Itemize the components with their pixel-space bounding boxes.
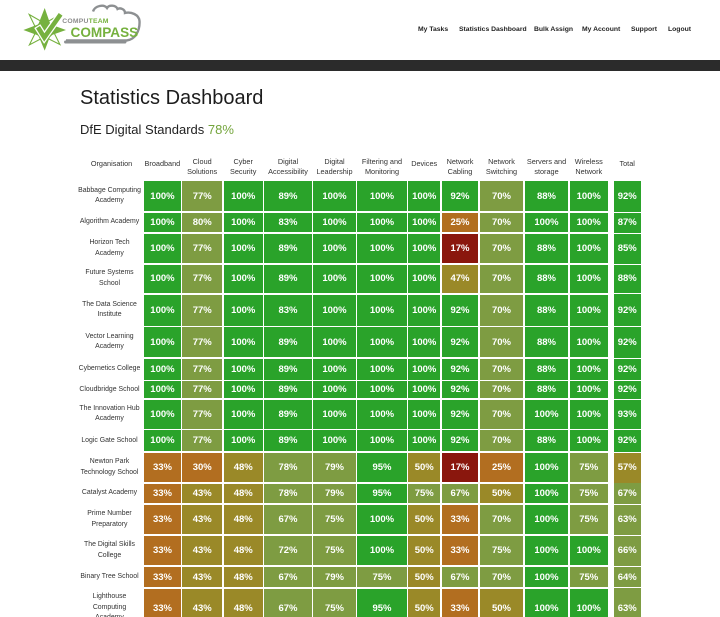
svg-text:COMPUTEAM: COMPUTEAM	[62, 18, 109, 25]
svg-text:COMPASS: COMPASS	[71, 25, 139, 40]
